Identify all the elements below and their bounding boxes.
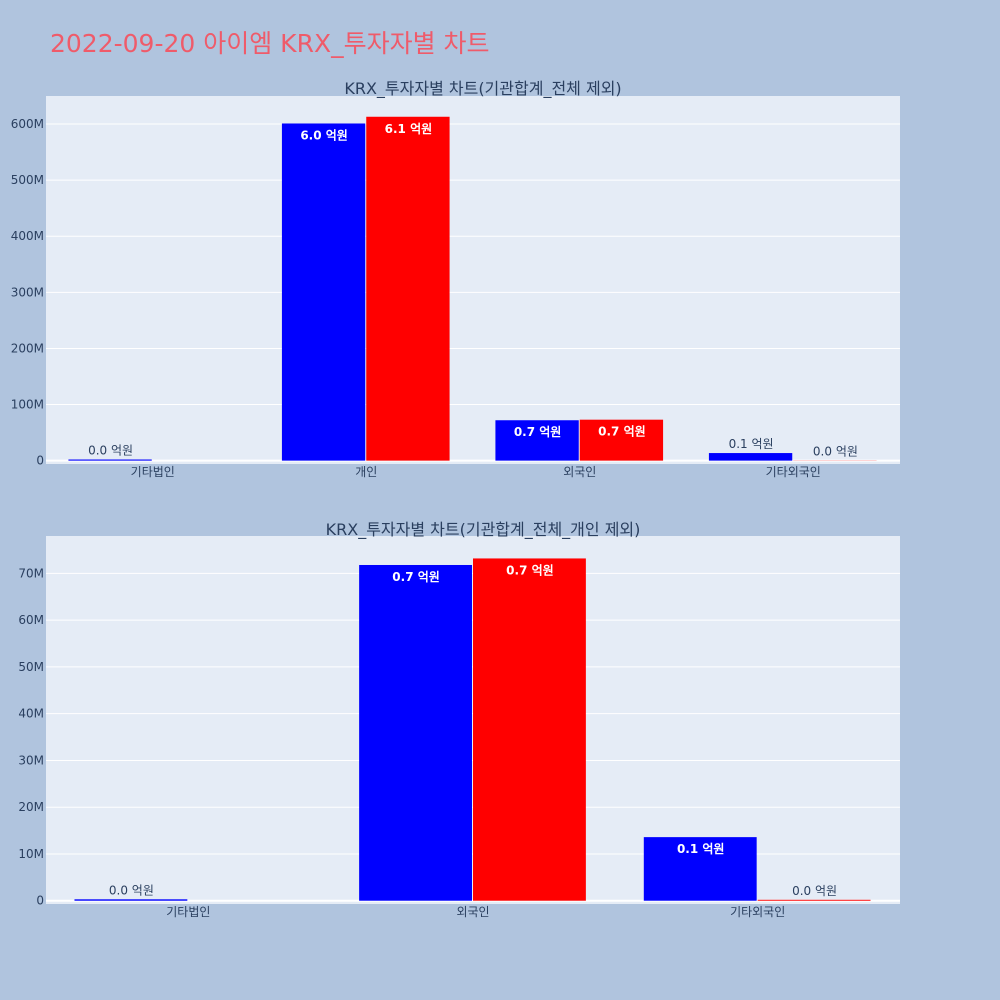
bar bbox=[579, 419, 664, 461]
chart-title-1: KRX_투자자별 차트(기관합계_전체 제외) bbox=[344, 79, 621, 99]
bar bbox=[473, 558, 586, 901]
y-tick-label: 10M bbox=[18, 847, 44, 861]
data-label: 0.0 억원 bbox=[109, 883, 154, 897]
y-tick-label: 70M bbox=[18, 566, 44, 580]
data-label: 0.7 억원 bbox=[506, 563, 554, 577]
bar bbox=[68, 459, 152, 461]
y-tick-label: 0 bbox=[36, 894, 44, 908]
y-tick-label: 300M bbox=[11, 285, 44, 299]
y-tick-label: 50M bbox=[18, 660, 44, 674]
data-label: 0.7 억원 bbox=[514, 425, 562, 439]
x-tick-label: 기타외국인 bbox=[766, 465, 821, 479]
x-tick-label: 기타외국인 bbox=[730, 905, 785, 919]
chart-title-2: KRX_투자자별 차트(기관합계_전체_개인 제외) bbox=[326, 520, 641, 540]
bar bbox=[366, 116, 450, 461]
data-label: 0.0 억원 bbox=[792, 884, 837, 898]
plot-area-1 bbox=[46, 96, 900, 464]
bar bbox=[643, 837, 757, 901]
y-tick-label: 200M bbox=[11, 341, 44, 355]
bar bbox=[757, 899, 871, 901]
page-title: 2022-09-20 아이엠 KRX_투자자별 차트 bbox=[50, 29, 490, 58]
y-tick-label: 0 bbox=[36, 454, 44, 468]
bar bbox=[74, 899, 188, 901]
y-tick-label: 30M bbox=[18, 753, 44, 767]
data-label: 6.1 억원 bbox=[385, 122, 433, 136]
bar bbox=[281, 123, 366, 461]
data-label: 0.0 억원 bbox=[88, 444, 133, 458]
y-tick-label: 400M bbox=[11, 229, 44, 243]
data-label: 0.7 억원 bbox=[392, 570, 440, 584]
data-label: 0.1 억원 bbox=[729, 437, 774, 451]
data-label: 0.0 억원 bbox=[813, 444, 858, 458]
x-tick-label: 외국인 bbox=[563, 465, 596, 479]
y-tick-label: 40M bbox=[18, 707, 44, 721]
data-label: 0.7 억원 bbox=[598, 425, 646, 439]
bar bbox=[359, 564, 472, 901]
y-tick-label: 600M bbox=[11, 117, 44, 131]
x-tick-label: 외국인 bbox=[456, 905, 489, 919]
y-tick-label: 100M bbox=[11, 398, 44, 412]
y-tick-label: 500M bbox=[11, 173, 44, 187]
x-tick-label: 기타법인 bbox=[166, 905, 210, 919]
y-tick-label: 20M bbox=[18, 800, 44, 814]
data-label: 6.0 억원 bbox=[300, 128, 348, 142]
x-tick-label: 개인 bbox=[355, 465, 377, 479]
x-tick-label: 기타법인 bbox=[131, 465, 175, 479]
data-label: 0.1 억원 bbox=[677, 842, 725, 856]
bar bbox=[495, 420, 579, 461]
bar bbox=[708, 453, 793, 461]
y-tick-label: 60M bbox=[18, 613, 44, 627]
